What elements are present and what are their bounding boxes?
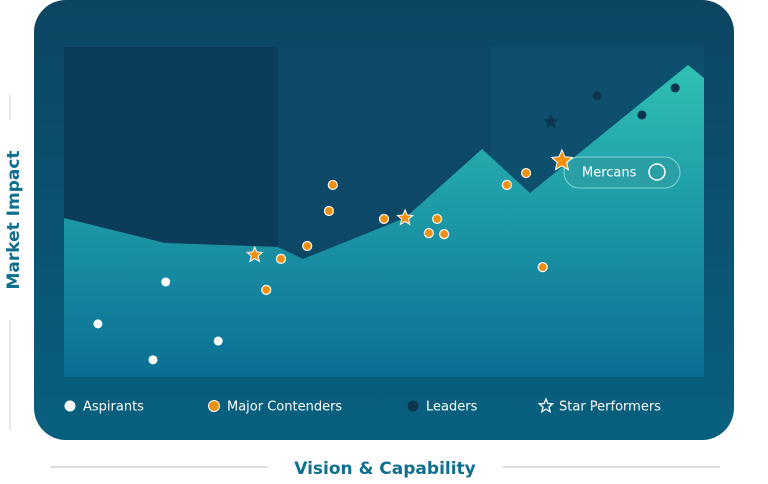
annotation: Mercans [582,166,637,181]
point [378,213,390,225]
legend-marker [407,400,419,412]
point [439,229,450,240]
legend-marker [537,397,555,414]
star-point [245,245,264,263]
point [592,91,602,101]
legend-label: Star Performers [559,400,661,415]
legend-marker [208,400,220,412]
point [161,277,171,287]
point [302,240,313,252]
legend-marker [64,400,76,412]
point [432,213,443,225]
star-point [543,113,559,129]
legend-label: Leaders [426,400,478,415]
y-axis-title: Market Impact [4,150,24,289]
logo-icon [648,163,666,181]
x-axis-title: Vision & Capability [294,459,476,479]
legend-label: Aspirants [83,400,144,415]
star-point [550,148,574,171]
point [213,336,223,346]
point [93,319,103,329]
point [323,205,335,217]
point [537,262,548,273]
point [275,253,287,264]
annotation-pill [563,156,681,189]
point [637,110,647,120]
point [670,83,680,93]
point [327,179,338,191]
point [148,355,158,365]
point [423,228,434,239]
threshold-area [64,65,704,377]
legend-label: Major Contenders [227,400,342,415]
point [501,179,512,191]
point [520,167,532,179]
point [261,284,272,295]
star-point [396,208,414,226]
